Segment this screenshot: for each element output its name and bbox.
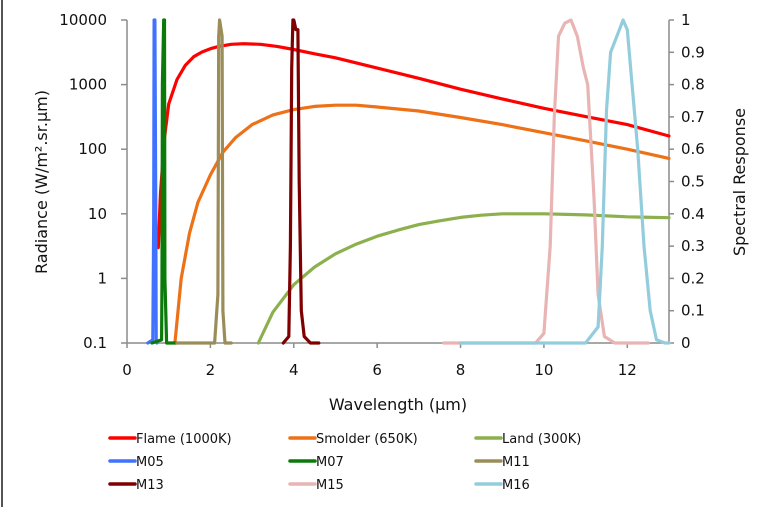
legend-label-smolder-650k: Smolder (650K) <box>316 432 418 447</box>
series-layer <box>146 18 671 345</box>
y2-tick-label: 1 <box>681 11 691 29</box>
x-tick-label: 2 <box>206 361 216 379</box>
legend-label-m07: M07 <box>316 455 344 470</box>
series-line-m15 <box>442 18 650 345</box>
legend-label-land-300k: Land (300K) <box>502 432 581 447</box>
x-tick-label: 4 <box>289 361 299 379</box>
y-tick-label: 10 <box>88 205 107 223</box>
legend-label-m11: M11 <box>502 455 530 470</box>
series-line-m16 <box>458 18 671 345</box>
x-tick-label: 12 <box>618 361 637 379</box>
y-tick-label: 100 <box>78 140 107 158</box>
y2-tick-label: 0.6 <box>681 140 705 158</box>
x-tick-label: 10 <box>534 361 553 379</box>
series-line-land-300k <box>256 212 671 345</box>
y-tick-label: 1 <box>97 269 107 287</box>
y2-tick-label: 0 <box>681 334 691 352</box>
axes: 0.111010010001000000.10.20.30.40.50.60.7… <box>59 11 705 379</box>
y2-tick-label: 0.2 <box>681 269 705 287</box>
series-line-m07 <box>150 18 179 345</box>
series-line-m13 <box>281 18 321 345</box>
x-tick-label: 6 <box>372 361 382 379</box>
legend-label-m16: M16 <box>502 478 530 493</box>
series-line-flame-1000k <box>156 42 671 250</box>
y-tick-label: 0.1 <box>83 334 107 352</box>
legend-label-m13: M13 <box>136 478 164 493</box>
legend-label-flame-1000k: Flame (1000K) <box>136 432 232 447</box>
y-axis-title: Radiance (W/m².sr.µm) <box>32 90 51 274</box>
x-tick-label: 8 <box>456 361 466 379</box>
y2-tick-label: 0.8 <box>681 76 705 94</box>
y2-tick-label: 0.7 <box>681 108 705 126</box>
y2-tick-label: 0.5 <box>681 173 705 191</box>
legend-label-m15: M15 <box>316 478 344 493</box>
y-tick-label: 10000 <box>59 11 107 29</box>
y2-tick-label: 0.9 <box>681 43 705 61</box>
x-axis-title: Wavelength (µm) <box>329 395 467 414</box>
legend-label-m05: M05 <box>136 455 164 470</box>
y2-tick-label: 0.4 <box>681 205 705 223</box>
y2-tick-label: 0.1 <box>681 302 705 320</box>
y-tick-label: 1000 <box>69 76 107 94</box>
frame-border <box>1 0 3 507</box>
series-line-smolder-650k <box>173 103 671 345</box>
series-line-m05 <box>146 18 159 345</box>
legend: Flame (1000K) Smolder (650K) Land (300K) M0… <box>108 432 581 493</box>
x-tick-label: 0 <box>122 361 132 379</box>
y2-tick-label: 0.3 <box>681 237 705 255</box>
y2-axis-title: Spectral Response <box>730 108 749 256</box>
series-line-m11 <box>175 18 233 345</box>
